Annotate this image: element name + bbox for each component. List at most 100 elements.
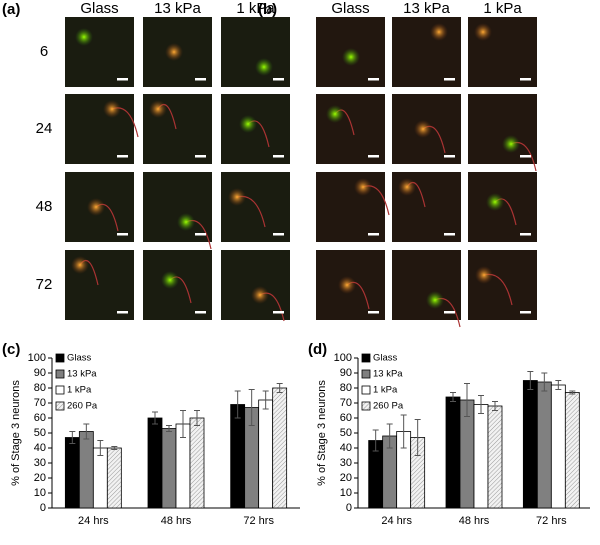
legend-swatch — [55, 385, 65, 395]
micrograph — [143, 250, 212, 320]
scale-bar — [444, 311, 455, 314]
cell — [239, 115, 257, 133]
column-label: 1 kPa — [483, 0, 522, 17]
y-tick-label: 70 — [340, 397, 352, 409]
legend-swatch — [55, 401, 65, 411]
y-tick-label: 90 — [34, 367, 46, 379]
y-tick-label: 40 — [34, 442, 46, 454]
scale-bar — [520, 311, 531, 314]
scale-bar — [444, 233, 455, 236]
legend-label: 13 kPa — [67, 369, 97, 380]
y-tick-label: 20 — [340, 472, 352, 484]
cell — [75, 28, 93, 46]
scale-bar — [117, 311, 128, 314]
scale-bar — [195, 78, 206, 81]
micrograph — [468, 172, 537, 242]
legend-swatch — [361, 385, 371, 395]
micrograph — [316, 172, 385, 242]
panel-label: (b) — [258, 1, 277, 18]
cell — [414, 120, 432, 138]
cell — [430, 23, 448, 41]
micrograph — [392, 250, 461, 320]
column-label: 13 kPa — [403, 0, 450, 17]
y-tick-label: 60 — [340, 412, 352, 424]
cell — [502, 135, 520, 153]
legend-label: 1 kPa — [373, 385, 398, 396]
micrograph — [221, 172, 290, 242]
panel-label: (c) — [2, 341, 20, 358]
scale-bar — [273, 155, 284, 158]
micrograph — [392, 17, 461, 87]
bar — [487, 405, 503, 509]
scale-bar — [520, 155, 531, 158]
cell — [354, 178, 372, 196]
scale-bar — [195, 155, 206, 158]
cell — [342, 48, 360, 66]
bar — [272, 387, 288, 509]
cell — [161, 271, 179, 289]
scale-bar — [195, 233, 206, 236]
cell — [255, 58, 273, 76]
bar — [189, 417, 205, 509]
legend-label: Glass — [373, 353, 398, 364]
y-tick-label: 20 — [34, 472, 46, 484]
cell — [426, 291, 444, 309]
panel-label: (d) — [308, 341, 327, 358]
legend-swatch — [361, 369, 371, 379]
scale-bar — [273, 78, 284, 81]
scale-bar — [444, 155, 455, 158]
y-tick-label: 90 — [340, 367, 352, 379]
y-tick-label: 100 — [28, 352, 46, 364]
bar — [147, 417, 163, 509]
x-tick-label: 24 hrs — [78, 515, 109, 527]
cell — [149, 100, 167, 118]
row-label: 48 — [36, 198, 53, 215]
y-axis-label: % of Stage 3 neurons — [316, 380, 328, 486]
x-tick-label: 72 hrs — [536, 515, 567, 527]
x-tick-label: 72 hrs — [243, 515, 274, 527]
column-label: 13 kPa — [154, 0, 201, 17]
bar — [550, 384, 566, 509]
bar — [258, 399, 274, 509]
x-tick-label: 48 hrs — [459, 515, 490, 527]
legend-label: 1 kPa — [67, 385, 92, 396]
scale-bar — [273, 311, 284, 314]
micrograph — [221, 94, 290, 164]
row-label: 72 — [36, 276, 53, 293]
column-label: Glass — [80, 0, 118, 17]
y-tick-label: 40 — [340, 442, 352, 454]
cell — [165, 43, 183, 61]
legend-label: Glass — [67, 353, 92, 364]
column-label: Glass — [331, 0, 369, 17]
cell — [251, 286, 269, 304]
cell — [71, 256, 89, 274]
panel-label: (a) — [2, 1, 20, 18]
y-tick-label: 0 — [346, 502, 352, 514]
legend-label: 260 Pa — [67, 401, 98, 412]
bar — [473, 404, 489, 509]
bar — [92, 447, 108, 509]
cell — [326, 105, 344, 123]
cell — [398, 178, 416, 196]
bar — [64, 437, 80, 509]
legend-swatch — [361, 353, 371, 363]
scale-bar — [195, 311, 206, 314]
cell — [228, 188, 246, 206]
scale-bar — [368, 78, 379, 81]
legend-label: 13 kPa — [373, 369, 403, 380]
scale-bar — [368, 155, 379, 158]
scale-bar — [368, 233, 379, 236]
micrograph — [316, 94, 385, 164]
scale-bar — [117, 78, 128, 81]
bar — [445, 396, 461, 509]
y-axis-label: % of Stage 3 neurons — [10, 380, 22, 486]
micrograph — [65, 94, 134, 164]
cell — [103, 100, 121, 118]
scale-bar — [117, 233, 128, 236]
x-tick-label: 24 hrs — [381, 515, 412, 527]
legend-swatch — [55, 369, 65, 379]
legend-swatch — [55, 353, 65, 363]
y-tick-label: 10 — [340, 487, 352, 499]
cell — [338, 276, 356, 294]
y-tick-label: 80 — [34, 382, 46, 394]
